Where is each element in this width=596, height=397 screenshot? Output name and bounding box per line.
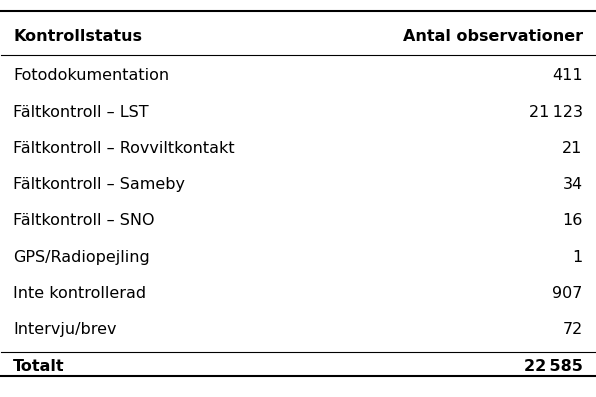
Text: GPS/Radiopejling: GPS/Radiopejling <box>13 250 150 265</box>
Text: 411: 411 <box>552 68 583 83</box>
Text: Antal observationer: Antal observationer <box>403 29 583 44</box>
Text: Totalt: Totalt <box>13 358 65 374</box>
Text: 907: 907 <box>552 286 583 301</box>
Text: Inte kontrollerad: Inte kontrollerad <box>13 286 147 301</box>
Text: 21 123: 21 123 <box>529 105 583 119</box>
Text: Fältkontroll – Rovviltkontakt: Fältkontroll – Rovviltkontakt <box>13 141 235 156</box>
Text: Fältkontroll – SNO: Fältkontroll – SNO <box>13 214 155 229</box>
Text: 21: 21 <box>563 141 583 156</box>
Text: 1: 1 <box>573 250 583 265</box>
Text: Intervju/brev: Intervju/brev <box>13 322 117 337</box>
Text: 34: 34 <box>563 177 583 192</box>
Text: 22 585: 22 585 <box>524 358 583 374</box>
Text: 16: 16 <box>563 214 583 229</box>
Text: Fotodokumentation: Fotodokumentation <box>13 68 169 83</box>
Text: Fältkontroll – LST: Fältkontroll – LST <box>13 105 149 119</box>
Text: Kontrollstatus: Kontrollstatus <box>13 29 142 44</box>
Text: 72: 72 <box>563 322 583 337</box>
Text: Fältkontroll – Sameby: Fältkontroll – Sameby <box>13 177 185 192</box>
